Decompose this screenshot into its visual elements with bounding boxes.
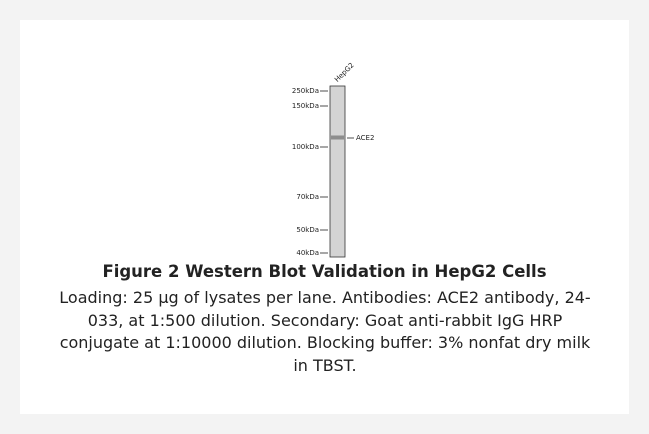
caption-text: Loading: 25 µg of lysates per lane. Anti… bbox=[55, 287, 595, 377]
marker-label: 50kDa bbox=[296, 226, 319, 234]
lane-label: HepG2 bbox=[333, 61, 356, 84]
blot-band bbox=[331, 136, 344, 140]
marker-label: 40kDa bbox=[296, 249, 319, 257]
band-label: ACE2 bbox=[356, 134, 374, 142]
caption-title: Figure 2 Western Blot Validation in HepG… bbox=[0, 262, 649, 281]
marker-label: 70kDa bbox=[296, 193, 319, 201]
blot-lane bbox=[330, 86, 345, 257]
page: HepG2 250kDa 150kDa 100kDa 70kDa 50kDa 4… bbox=[0, 0, 649, 434]
marker-label: 100kDa bbox=[292, 143, 319, 151]
marker-label: 250kDa bbox=[292, 87, 319, 95]
marker-label: 150kDa bbox=[292, 102, 319, 110]
